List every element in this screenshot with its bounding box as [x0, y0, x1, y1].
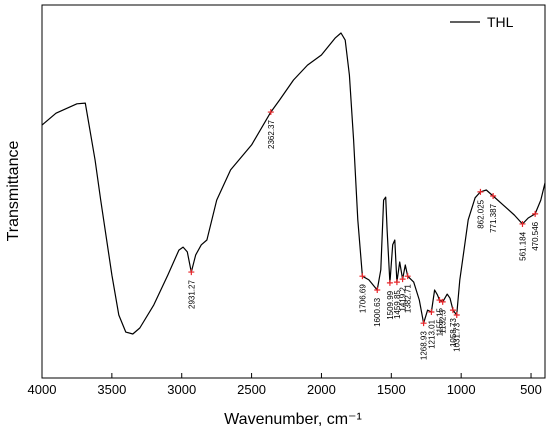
peak-marker — [359, 273, 366, 280]
peak-marker — [436, 297, 443, 304]
peak-label: 1419.2 — [399, 287, 408, 312]
x-tick-label: 500 — [520, 382, 542, 397]
x-tick-label: 1000 — [447, 382, 476, 397]
peak-marker — [532, 210, 539, 217]
peak-label: 1600.63 — [373, 297, 382, 326]
peak-marker — [386, 279, 393, 286]
peak-label: 470.546 — [531, 221, 540, 250]
peak-marker — [267, 109, 274, 116]
peak-label: 1459.85 — [393, 290, 402, 319]
x-axis-label: Wavenumber, cm⁻¹ — [224, 411, 362, 428]
peak-label: 1155.15 — [435, 307, 444, 336]
peak-marker — [490, 192, 497, 199]
peak-marker — [453, 311, 460, 318]
y-axis-label: Transmittance — [5, 141, 22, 242]
legend-label: THL — [487, 14, 514, 30]
peak-marker — [477, 188, 484, 195]
peak-label: 1268.93 — [420, 331, 429, 360]
peak-label: 1382.71 — [404, 284, 413, 313]
peak-marker — [188, 269, 195, 276]
peak-marker — [428, 308, 435, 315]
peak-label: 1058.73 — [449, 318, 458, 347]
peak-label: 771.387 — [489, 203, 498, 232]
peak-label: 2931.27 — [187, 280, 196, 309]
peak-label: 862.025 — [476, 199, 485, 228]
peak-marker — [449, 307, 456, 314]
x-tick-label: 1500 — [377, 382, 406, 397]
x-tick-label: 2000 — [307, 382, 336, 397]
peak-marker — [399, 276, 406, 283]
peak-label: 1132.3 — [439, 309, 448, 333]
x-tick-label: 4000 — [28, 382, 57, 397]
peak-label: 1509.99 — [386, 290, 395, 319]
peak-marker — [439, 298, 446, 305]
peak-marker — [404, 273, 411, 280]
peak-marker — [374, 286, 381, 293]
peak-marker — [519, 220, 526, 227]
peak-label: 561.184 — [518, 231, 527, 260]
plot-frame — [41, 4, 546, 379]
peak-label: 2362.37 — [267, 120, 276, 149]
peak-marker — [393, 279, 400, 286]
x-tick-label: 3000 — [167, 382, 196, 397]
peak-label: 1706.69 — [358, 284, 367, 313]
x-tick-label: 3500 — [97, 382, 126, 397]
peak-label: 1031.73 — [453, 322, 462, 351]
spectrum-line — [41, 32, 546, 335]
peak-marker — [420, 320, 427, 327]
peak-label: 1213.01 — [427, 319, 436, 348]
x-tick-label: 2500 — [237, 382, 266, 397]
